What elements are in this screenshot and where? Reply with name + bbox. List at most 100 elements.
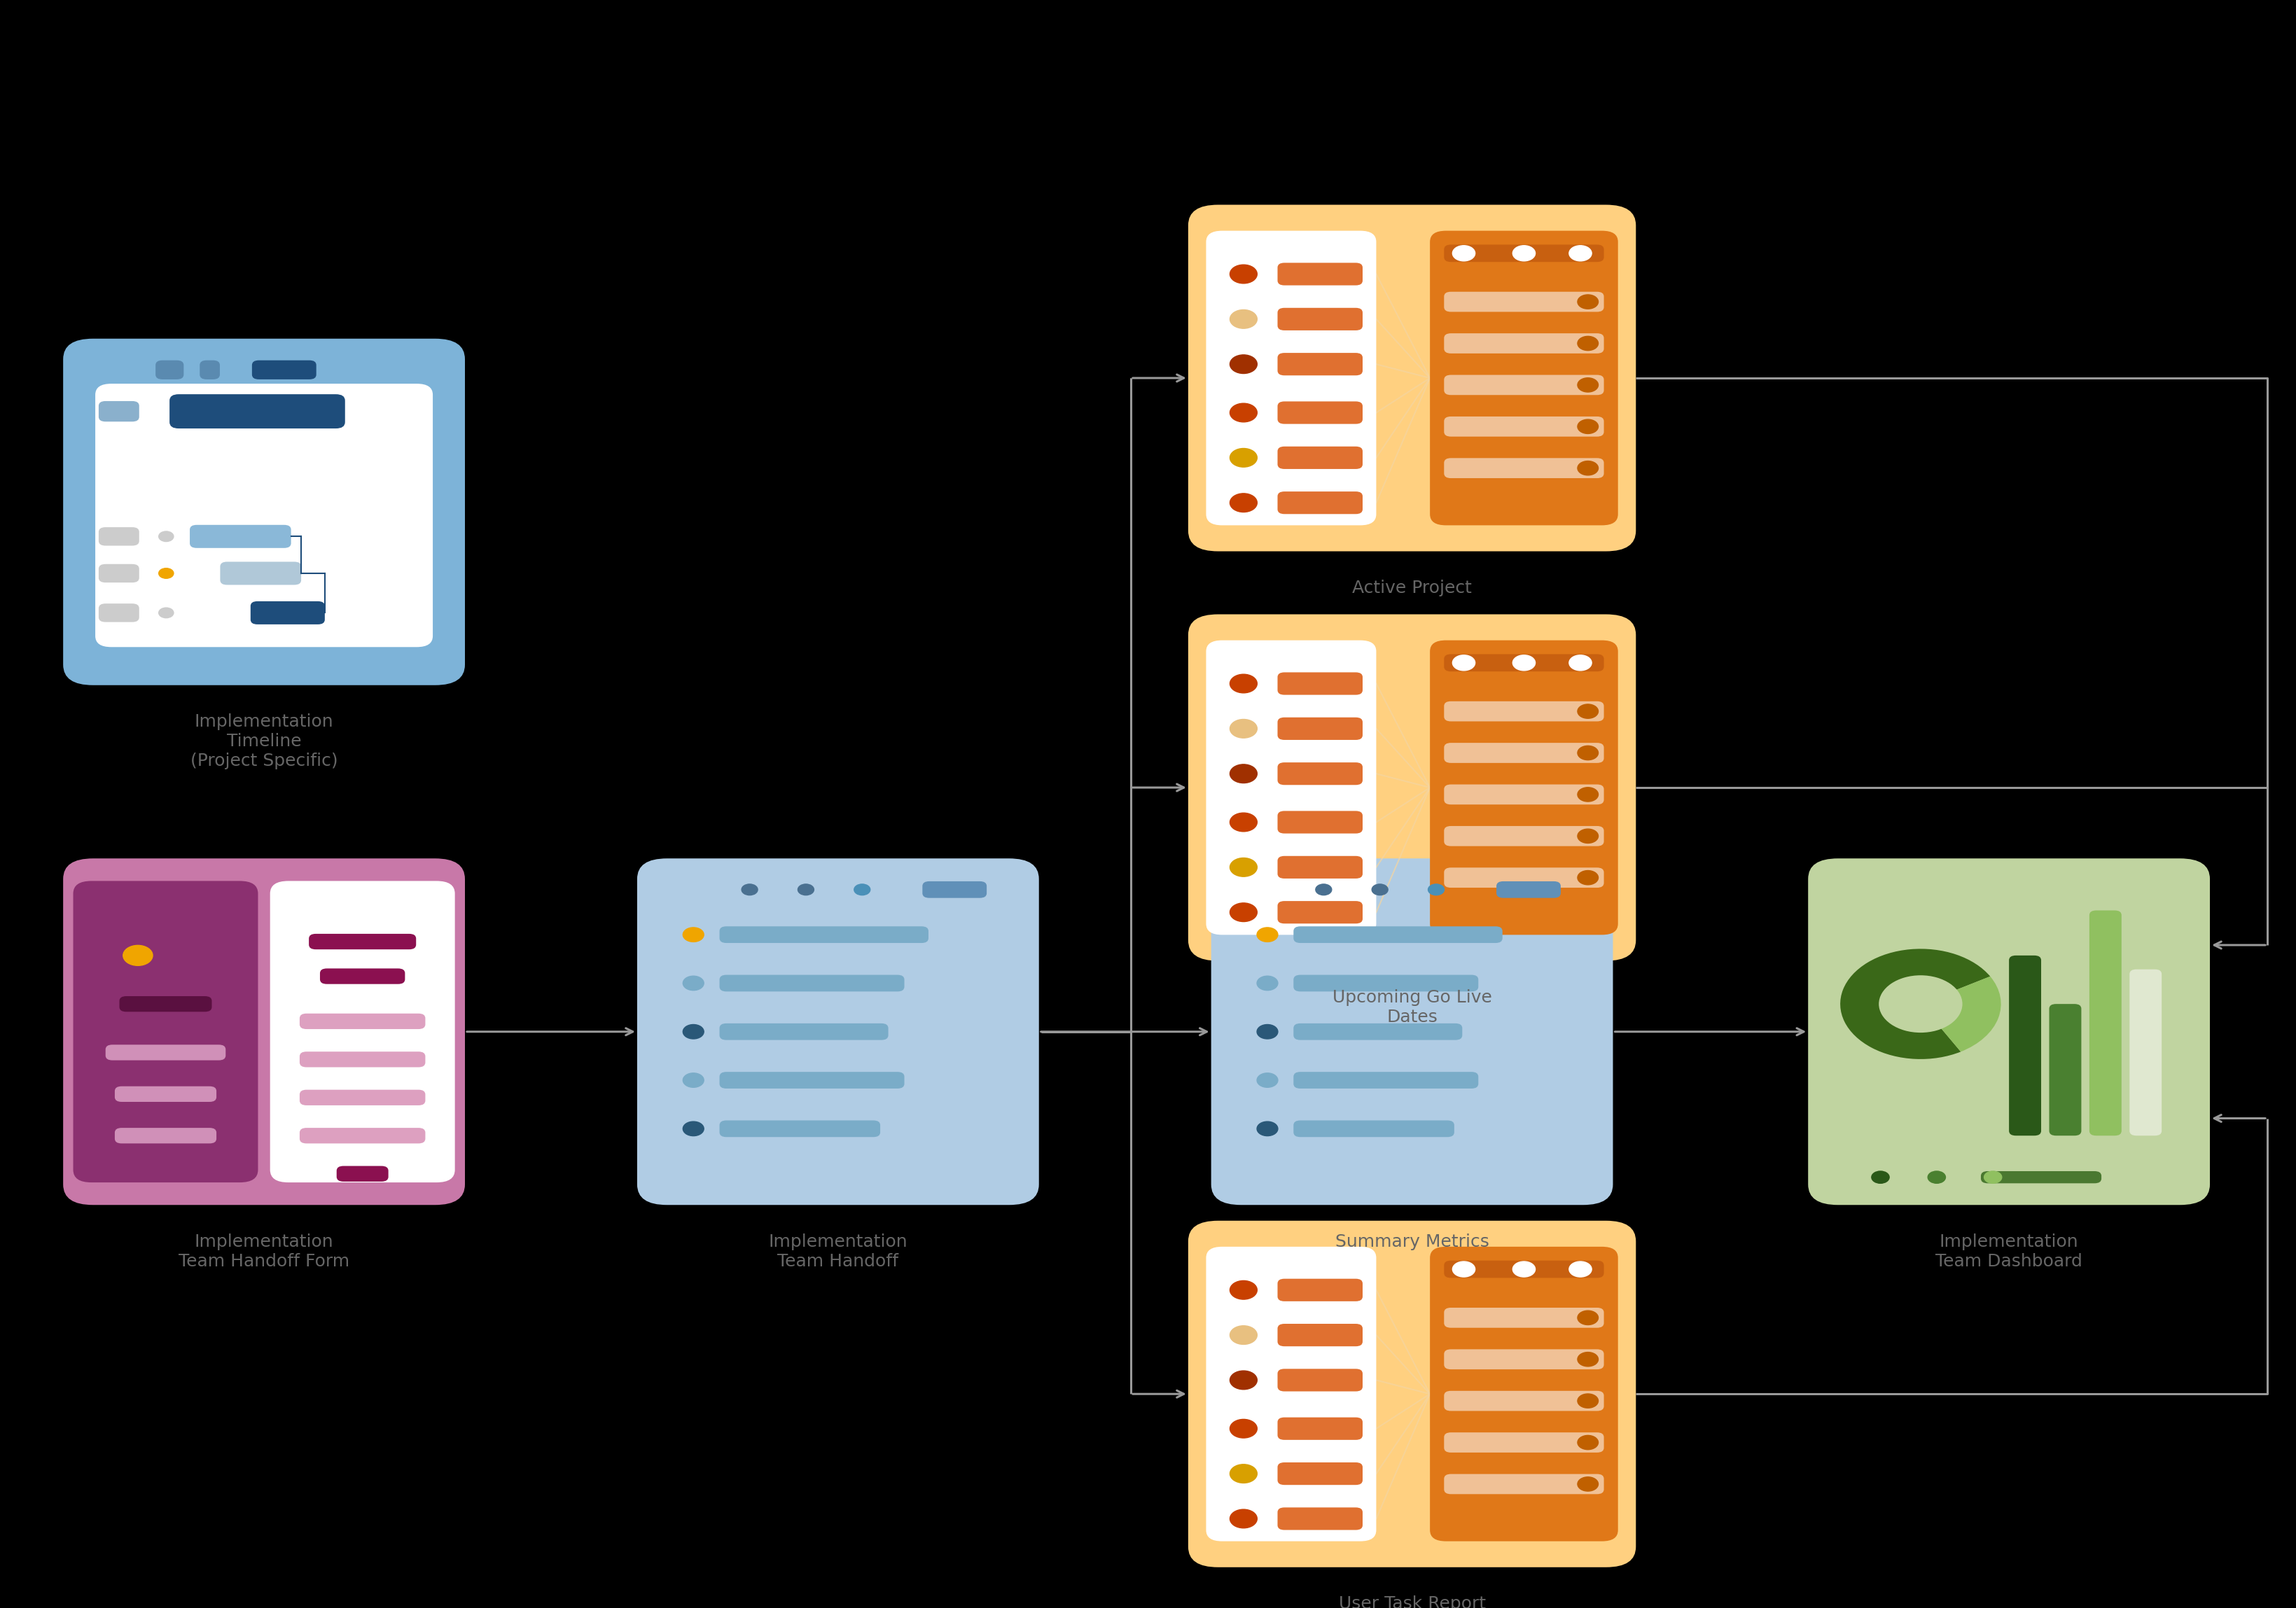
Circle shape xyxy=(1577,1436,1598,1449)
Circle shape xyxy=(1231,859,1258,876)
Circle shape xyxy=(1231,1420,1258,1438)
Text: User Task Report: User Task Report xyxy=(1339,1595,1486,1608)
Circle shape xyxy=(1568,654,1591,671)
Circle shape xyxy=(1577,830,1598,843)
Circle shape xyxy=(1256,976,1279,991)
FancyBboxPatch shape xyxy=(1277,855,1362,878)
FancyBboxPatch shape xyxy=(170,394,344,428)
Text: Implementation
Timeline
(Project Specific): Implementation Timeline (Project Specifi… xyxy=(191,714,338,769)
Circle shape xyxy=(1568,246,1591,260)
FancyBboxPatch shape xyxy=(1277,1462,1362,1484)
FancyBboxPatch shape xyxy=(250,601,324,624)
FancyBboxPatch shape xyxy=(1444,1349,1605,1370)
FancyBboxPatch shape xyxy=(119,997,211,1011)
Circle shape xyxy=(1871,1171,1890,1183)
Circle shape xyxy=(1984,1171,2002,1183)
Circle shape xyxy=(158,568,174,579)
Circle shape xyxy=(1577,1394,1598,1409)
FancyBboxPatch shape xyxy=(1444,827,1605,846)
FancyBboxPatch shape xyxy=(1981,1171,2101,1183)
Circle shape xyxy=(742,884,758,896)
Circle shape xyxy=(1577,336,1598,351)
Text: Implementation
Team Dashboard: Implementation Team Dashboard xyxy=(1936,1233,2082,1270)
Circle shape xyxy=(1231,265,1258,283)
Circle shape xyxy=(1453,654,1474,671)
FancyBboxPatch shape xyxy=(719,926,928,942)
FancyBboxPatch shape xyxy=(220,561,301,585)
FancyBboxPatch shape xyxy=(1444,743,1605,762)
FancyBboxPatch shape xyxy=(271,881,455,1182)
Text: Upcoming Go Live
Dates: Upcoming Go Live Dates xyxy=(1332,989,1492,1026)
Circle shape xyxy=(1577,1352,1598,1367)
Circle shape xyxy=(1231,1280,1258,1299)
FancyBboxPatch shape xyxy=(1277,262,1362,285)
FancyBboxPatch shape xyxy=(115,1127,216,1143)
FancyBboxPatch shape xyxy=(1444,1261,1605,1278)
Text: Active Project: Active Project xyxy=(1352,579,1472,597)
Circle shape xyxy=(1231,764,1258,783)
Circle shape xyxy=(1577,420,1598,434)
FancyBboxPatch shape xyxy=(99,603,140,622)
FancyBboxPatch shape xyxy=(1444,1433,1605,1452)
FancyBboxPatch shape xyxy=(1205,232,1375,526)
FancyBboxPatch shape xyxy=(115,1087,216,1101)
Circle shape xyxy=(1513,1262,1536,1277)
FancyBboxPatch shape xyxy=(1205,640,1375,934)
FancyBboxPatch shape xyxy=(1497,881,1561,897)
Circle shape xyxy=(682,1121,705,1135)
FancyBboxPatch shape xyxy=(923,881,987,897)
FancyBboxPatch shape xyxy=(310,934,416,949)
FancyBboxPatch shape xyxy=(1444,244,1605,262)
Circle shape xyxy=(1453,1262,1474,1277)
FancyBboxPatch shape xyxy=(99,564,140,582)
FancyBboxPatch shape xyxy=(191,524,292,548)
FancyBboxPatch shape xyxy=(1430,232,1619,526)
Circle shape xyxy=(1231,1465,1258,1483)
Circle shape xyxy=(1256,1024,1279,1039)
FancyBboxPatch shape xyxy=(200,360,220,379)
FancyBboxPatch shape xyxy=(1293,926,1502,942)
FancyBboxPatch shape xyxy=(301,1090,425,1105)
Circle shape xyxy=(1231,494,1258,511)
FancyBboxPatch shape xyxy=(1277,1368,1362,1391)
Circle shape xyxy=(1577,746,1598,761)
Circle shape xyxy=(124,946,152,965)
Circle shape xyxy=(1231,1325,1258,1344)
FancyBboxPatch shape xyxy=(719,1073,905,1089)
FancyBboxPatch shape xyxy=(1212,859,1612,1204)
FancyBboxPatch shape xyxy=(96,384,432,646)
Circle shape xyxy=(682,1073,705,1087)
FancyBboxPatch shape xyxy=(1277,1507,1362,1529)
FancyBboxPatch shape xyxy=(719,1023,889,1040)
FancyBboxPatch shape xyxy=(1444,868,1605,888)
FancyBboxPatch shape xyxy=(1293,1121,1453,1137)
Wedge shape xyxy=(1919,976,2000,1052)
FancyBboxPatch shape xyxy=(2009,955,2041,1135)
FancyBboxPatch shape xyxy=(301,1127,425,1143)
FancyBboxPatch shape xyxy=(99,400,140,421)
Circle shape xyxy=(1577,788,1598,801)
Text: Summary Metrics: Summary Metrics xyxy=(1334,1233,1490,1249)
Circle shape xyxy=(1231,674,1258,693)
FancyBboxPatch shape xyxy=(253,360,317,379)
Circle shape xyxy=(682,1024,705,1039)
FancyBboxPatch shape xyxy=(338,1166,388,1182)
FancyBboxPatch shape xyxy=(636,859,1038,1204)
FancyBboxPatch shape xyxy=(1293,1073,1479,1089)
Circle shape xyxy=(1231,310,1258,328)
FancyBboxPatch shape xyxy=(1430,640,1619,934)
FancyBboxPatch shape xyxy=(1277,717,1362,740)
Circle shape xyxy=(1231,814,1258,831)
Wedge shape xyxy=(1878,976,1963,1032)
Circle shape xyxy=(1231,719,1258,738)
Circle shape xyxy=(1577,870,1598,884)
Circle shape xyxy=(1577,704,1598,719)
FancyBboxPatch shape xyxy=(1293,974,1479,992)
Wedge shape xyxy=(1841,949,1991,1060)
FancyBboxPatch shape xyxy=(319,968,404,984)
Circle shape xyxy=(854,884,870,896)
FancyBboxPatch shape xyxy=(2048,1003,2080,1135)
FancyBboxPatch shape xyxy=(1444,333,1605,354)
Circle shape xyxy=(1577,461,1598,476)
Circle shape xyxy=(1256,1073,1279,1087)
